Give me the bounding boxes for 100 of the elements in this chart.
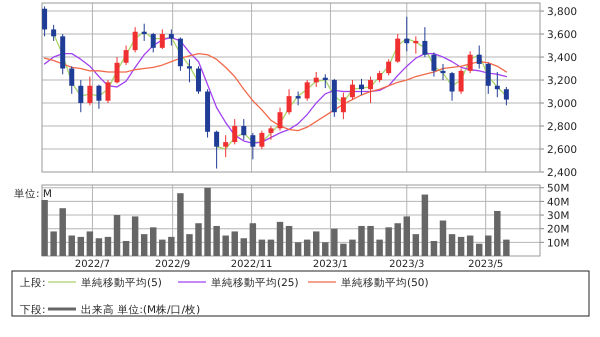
- candlestick: [422, 26, 428, 58]
- bar: [59, 208, 66, 256]
- legend-title: 上段:: [20, 276, 46, 289]
- bar: [376, 240, 383, 256]
- bar: [385, 227, 392, 256]
- candlestick: [105, 80, 110, 104]
- y-tick-label: 3,400: [547, 52, 578, 64]
- candlestick: [304, 80, 310, 102]
- candlestick: [42, 6, 48, 37]
- bar: [159, 240, 166, 256]
- bar: [68, 236, 75, 256]
- candlestick: [368, 76, 374, 104]
- y-tick-label: 3,000: [547, 98, 578, 110]
- candlestick: [196, 66, 202, 94]
- bar: [404, 216, 410, 256]
- bar: [96, 238, 102, 256]
- candlestick: [476, 45, 482, 70]
- candlestick: [114, 56, 120, 84]
- bar: [140, 234, 148, 256]
- candlestick: [395, 34, 400, 64]
- bar: [222, 236, 229, 256]
- candlestick: [504, 86, 509, 106]
- legend-label: 単純移動平均(5): [81, 277, 162, 289]
- bar: [104, 236, 112, 256]
- bar: [485, 236, 492, 256]
- bar: [448, 234, 456, 256]
- bar: [503, 240, 510, 256]
- y-tick-label: 50M: [547, 182, 570, 195]
- bar: [268, 240, 274, 256]
- candlestick: [450, 71, 455, 102]
- bar: [331, 228, 338, 256]
- bar: [168, 236, 175, 256]
- bar: [430, 240, 438, 256]
- bar: [86, 231, 94, 256]
- bar: [286, 226, 292, 256]
- candlestick: [296, 91, 301, 106]
- y-tick-label: 3,600: [547, 29, 578, 42]
- line-series: [44, 52, 508, 132]
- bar: [50, 231, 57, 256]
- bar: [204, 188, 211, 256]
- bar: [476, 244, 482, 256]
- candlestick: [386, 58, 392, 76]
- bar: [232, 231, 238, 256]
- candlestick: [486, 62, 491, 94]
- candlestick: [132, 26, 138, 53]
- legend-label: 単純移動平均(50): [341, 277, 429, 289]
- y-tick-label: 3,200: [547, 75, 578, 88]
- candlestick: [223, 134, 228, 158]
- candlestick: [168, 28, 174, 46]
- candlestick: [142, 23, 147, 42]
- bar: [367, 226, 374, 256]
- bar: [41, 200, 48, 256]
- candlestick: [150, 32, 156, 53]
- bar: [132, 216, 138, 256]
- y-tick-label: 40M: [547, 196, 570, 208]
- bar: [122, 240, 130, 256]
- candlestick: [350, 80, 355, 100]
- candlestick: [241, 118, 246, 140]
- candlestick: [268, 126, 274, 140]
- candlestick: [404, 16, 410, 52]
- candlestick: [160, 28, 165, 50]
- candlestick: [124, 45, 129, 66]
- bar: [213, 226, 220, 256]
- candlestick: [468, 50, 473, 74]
- y-tick-label: 10M: [547, 237, 570, 250]
- candlestick: [69, 66, 74, 94]
- candlestick: [340, 92, 346, 120]
- y-tick-label: 2,600: [547, 144, 578, 156]
- legend-label: 単純移動平均(25): [211, 277, 299, 289]
- y-tick-label: 2,400: [547, 167, 578, 179]
- bar: [458, 236, 464, 256]
- candlestick: [278, 107, 283, 132]
- y-tick-label: 30M: [547, 210, 570, 222]
- x-tick-label: 2022/9: [155, 259, 190, 270]
- bar: [195, 223, 202, 256]
- bar: [186, 234, 193, 256]
- bar: [358, 226, 365, 256]
- bar: [177, 193, 184, 256]
- y-tick-label: 20M: [547, 224, 570, 236]
- x-tick-label: 2022/11: [230, 259, 272, 270]
- bar: [250, 223, 256, 256]
- candlestick: [51, 24, 56, 42]
- legend-label: 出来高 単位:(M株/口/枚): [81, 303, 200, 316]
- bar: [294, 242, 302, 256]
- legend-title: 下段:: [20, 304, 46, 316]
- bar: [322, 242, 329, 256]
- bar: [78, 236, 84, 256]
- candlestick: [314, 71, 319, 88]
- bar: [340, 244, 347, 256]
- bar: [114, 215, 120, 256]
- candlestick: [232, 118, 238, 145]
- candlestick: [286, 88, 292, 116]
- bar: [394, 223, 401, 256]
- candlestick: [458, 68, 464, 94]
- candlestick: [322, 74, 328, 89]
- bar: [412, 234, 420, 256]
- candlestick: [377, 70, 382, 83]
- candlestick: [186, 58, 192, 83]
- bar: [422, 194, 428, 256]
- bar: [494, 210, 501, 256]
